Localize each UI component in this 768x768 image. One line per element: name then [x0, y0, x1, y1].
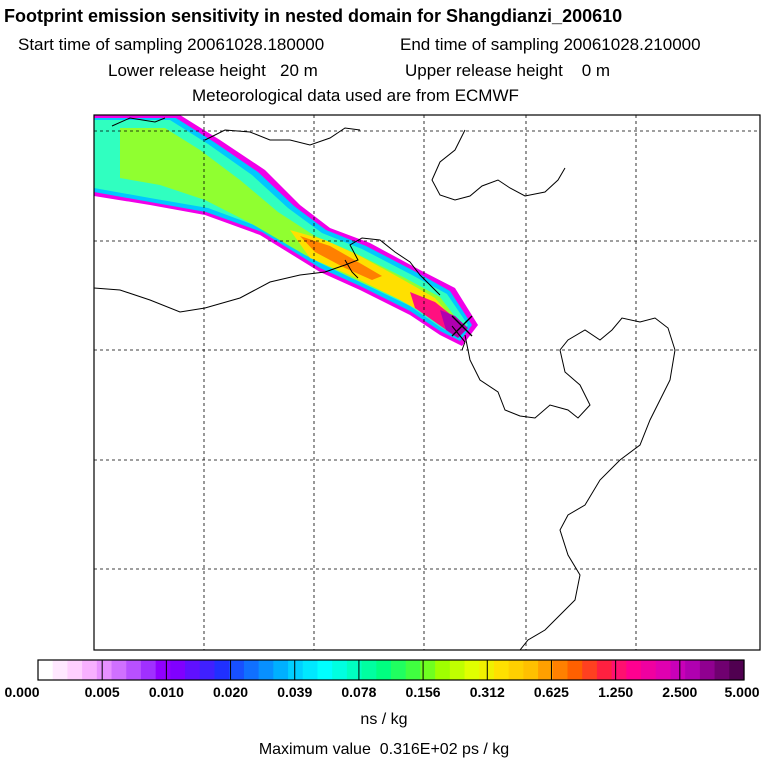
colorbar-swatch	[258, 660, 274, 680]
colorbar-swatch	[685, 660, 701, 680]
colorbar-tick-label: 5.000	[724, 684, 760, 700]
colorbar-swatch	[273, 660, 289, 680]
colorbar-tick-label: 1.250	[598, 684, 634, 700]
colorbar-tick-label: 0.010	[148, 684, 184, 700]
colorbar-swatch	[626, 660, 642, 680]
plume-level-7	[440, 310, 468, 338]
colorbar-swatch	[538, 660, 554, 680]
map-title: Footprint emission sensitivity in nested…	[4, 6, 623, 26]
maximum-value-line: Maximum value 0.316E+02 ps / kg	[0, 741, 768, 759]
plume-level-5	[300, 236, 382, 280]
colorbar-tick-label: 0.156	[405, 684, 441, 700]
colorbar-swatch	[185, 660, 201, 680]
colorbar-swatch	[376, 660, 392, 680]
colorbar-swatch	[596, 660, 613, 680]
colorbar-swatch	[82, 660, 98, 680]
colorbar-swatch	[464, 660, 480, 680]
colorbar-swatch	[493, 660, 510, 680]
colorbar-tick-label: 2.500	[662, 684, 698, 700]
coastline-middle	[94, 237, 441, 313]
max-unit: ps / kg	[462, 741, 510, 758]
colorbar-outline	[37, 659, 745, 681]
max-value: 0.316E+02	[379, 741, 458, 758]
colorbar-swatch	[405, 660, 422, 680]
colorbar-swatch	[332, 660, 348, 680]
start-time-label: Start time of sampling 20061028.180000	[18, 35, 325, 54]
colorbar-swatch	[508, 660, 524, 680]
colorbar-swatch	[435, 660, 451, 680]
colorbar-swatch	[214, 660, 230, 680]
colorbar-swatch	[126, 660, 142, 680]
colorbar-swatch	[96, 660, 113, 680]
colorbar-swatch	[449, 660, 466, 680]
colorbar-swatch	[655, 660, 672, 680]
colorbar-swatch	[729, 660, 745, 680]
colorbar-swatch	[552, 660, 569, 680]
map-frame	[93, 114, 761, 651]
colorbar-swatch	[170, 660, 186, 680]
colorbar-swatch	[582, 660, 598, 680]
colorbar-swatch	[52, 660, 69, 680]
colorbar	[37, 659, 745, 681]
graticule	[94, 115, 760, 650]
colorbar-swatch	[288, 660, 304, 680]
colorbar-swatch	[361, 660, 377, 680]
colorbar-tick-label: 0.312	[469, 684, 505, 700]
colorbar-swatch	[155, 660, 171, 680]
colorbar-swatch	[641, 660, 657, 680]
colorbar-swatch	[140, 660, 157, 680]
colorbar-tick-label: 0.625	[533, 684, 569, 700]
coastline-gulf	[431, 129, 566, 201]
colorbar-swatch	[302, 660, 319, 680]
unit-label: ns / kg	[360, 711, 408, 728]
colorbar-swatch	[670, 660, 686, 680]
plume-layer	[94, 115, 478, 346]
colorbar-swatch	[523, 660, 539, 680]
colorbar-tick-label: 0.039	[277, 684, 313, 700]
colorbar-swatch	[567, 660, 583, 680]
colorbar-swatch	[611, 660, 627, 680]
colorbar-tick-label: 0.078	[341, 684, 377, 700]
colorbar-swatch	[699, 660, 716, 680]
colorbar-tick-label: 0.000	[4, 684, 40, 700]
colorbar-swatch	[67, 660, 83, 680]
colorbar-tick-label: 0.020	[213, 684, 249, 700]
met-data-label: Meteorological data used are from ECMWF	[192, 86, 519, 105]
colorbar-swatch	[199, 660, 216, 680]
colorbar-swatch	[229, 660, 245, 680]
colorbar-swatch	[38, 660, 54, 680]
upper-release-height-label: Upper release height 0 m	[405, 61, 611, 80]
lower-release-height-label: Lower release height 20 m	[108, 61, 318, 80]
colorbar-swatch	[420, 660, 436, 680]
colorbar-swatch	[391, 660, 407, 680]
coastline-east	[464, 317, 676, 650]
colorbar-tick-label: 0.005	[84, 684, 120, 700]
release-site-marker	[451, 315, 473, 337]
colorbar-swatch	[714, 660, 730, 680]
colorbar-swatch	[317, 660, 333, 680]
end-time-label: End time of sampling 20061028.210000	[400, 35, 701, 54]
colorbar-swatch	[346, 660, 363, 680]
max-prefix: Maximum value	[258, 741, 371, 758]
colorbar-swatch	[243, 660, 260, 680]
colorbar-swatch	[111, 660, 127, 680]
